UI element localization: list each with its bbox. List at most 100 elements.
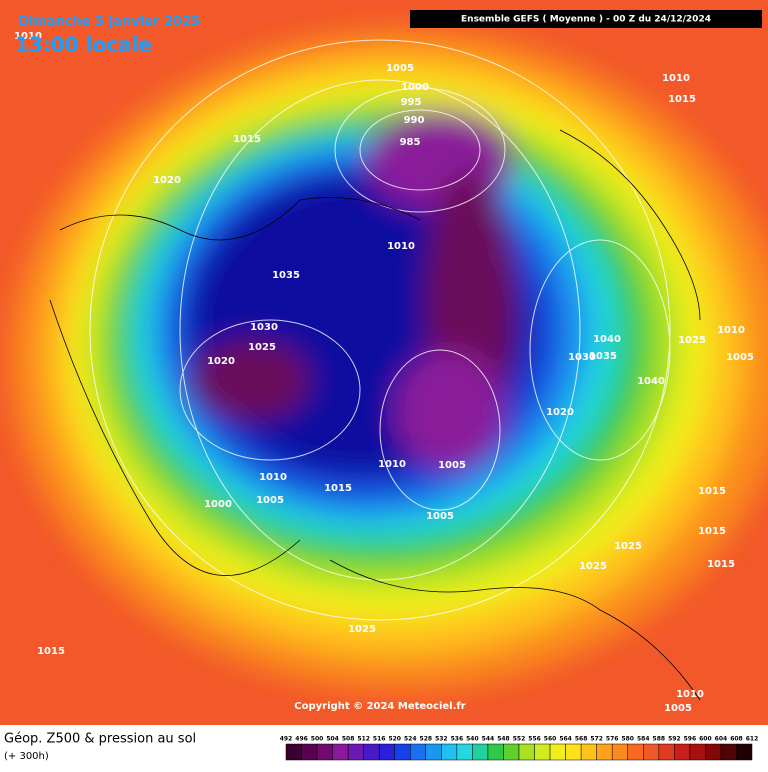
isobar-label: 985 (400, 137, 421, 148)
footer-lead: (+ 300h) (4, 751, 49, 762)
model-info: Ensemble GEFS ( Moyenne ) - 00 Z du 24/1… (461, 15, 711, 25)
scale-swatch (689, 743, 706, 761)
scale-swatch (394, 743, 411, 761)
color-scale: 492 496 500 504 508 512 516 520 524 528 532 536 540 5… (280, 736, 759, 761)
scale-swatch (503, 743, 520, 761)
scale-swatch (410, 743, 427, 761)
scale-label: 520 (388, 736, 401, 743)
isobar-label: 1040 (593, 334, 621, 345)
scale-label: 572 (590, 736, 603, 743)
isobar-label: 1010 (14, 31, 42, 42)
scale-label: 588 (653, 736, 666, 743)
scale-swatch (425, 743, 442, 761)
isobar-label: 1035 (272, 270, 300, 281)
isobar-label: 1040 (637, 376, 665, 387)
isobar-label: 1010 (717, 325, 745, 336)
isobar-label: 995 (401, 97, 422, 108)
scale-label: 612 (746, 736, 759, 743)
scale-swatch (534, 743, 551, 761)
scale-label: 524 (404, 736, 417, 743)
isobar-label: 1010 (662, 73, 690, 84)
scale-swatch (332, 743, 349, 761)
scale-label: 604 (715, 736, 728, 743)
scale-label: 552 (513, 736, 526, 743)
time: 13:00 locale (15, 33, 152, 57)
scale-swatch (378, 743, 395, 761)
scale-swatch (301, 743, 318, 761)
isobar-label: 1005 (386, 63, 414, 74)
isobar-label: 1020 (153, 175, 181, 186)
scale-label: 512 (357, 736, 370, 743)
scale-swatch (441, 743, 458, 761)
scale-label: 532 (435, 736, 448, 743)
geopotential-field (10, 30, 768, 690)
scale-label: 508 (342, 736, 355, 743)
scale-label: 564 (559, 736, 572, 743)
scale-swatch (347, 743, 364, 761)
scale-label: 504 (326, 736, 339, 743)
scale-label: 568 (575, 736, 588, 743)
isobar-label: 1015 (37, 646, 65, 657)
isobar-label: 1025 (579, 561, 607, 572)
isobar-labels: 1005100099599098510151020101010351030102… (14, 31, 754, 714)
isobar-label: 1020 (207, 356, 235, 367)
isobar-label: 1015 (668, 94, 696, 105)
scale-label: 576 (606, 736, 619, 743)
scale-swatch (643, 743, 660, 761)
isobar-label: 1010 (676, 689, 704, 700)
isobar-label: 1025 (248, 342, 276, 353)
scale-swatch (316, 743, 333, 761)
scale-swatch (565, 743, 582, 761)
scale-label: 516 (373, 736, 386, 743)
scale-label: 540 (466, 736, 479, 743)
isobar-label: 1015 (698, 526, 726, 537)
isobar-label: 1010 (259, 472, 287, 483)
scale-label: 528 (420, 736, 433, 743)
footer-title: Géop. Z500 & pression au sol (4, 732, 196, 747)
isobar-label: 1005 (426, 511, 454, 522)
scale-label: 592 (668, 736, 681, 743)
isobar-label: 1015 (233, 134, 261, 145)
model-box (410, 10, 762, 28)
isobar-label: 1025 (348, 624, 376, 635)
scale-label: 544 (482, 736, 495, 743)
scale-label: 600 (699, 736, 712, 743)
scale-label: 608 (730, 736, 743, 743)
isobar-label: 1000 (401, 82, 429, 93)
scale-swatch (705, 743, 722, 761)
scale-label: 556 (528, 736, 541, 743)
scale-swatch (456, 743, 473, 761)
scale-swatch (487, 743, 504, 761)
isobar-label: 1030 (568, 352, 596, 363)
scale-label: 596 (684, 736, 697, 743)
coastlines (49, 129, 701, 701)
date: Dimanche 5 janvier 2025 (18, 15, 200, 30)
scale-swatch (596, 743, 613, 761)
isobar-label: 1005 (726, 352, 754, 363)
scale-label: 560 (544, 736, 557, 743)
isobar-label: 1010 (387, 241, 415, 252)
scale-swatch (658, 743, 675, 761)
scale-swatch (627, 743, 644, 761)
isobar-label: 1015 (707, 559, 735, 570)
scale-label: 548 (497, 736, 510, 743)
scale-swatch (472, 743, 489, 761)
isobar-label: 1005 (664, 703, 692, 714)
scale-swatch (580, 743, 597, 761)
isobar-label: 1025 (614, 541, 642, 552)
scale-swatch (736, 743, 753, 761)
isobar-label: 1005 (256, 495, 284, 506)
isobar-label: 990 (404, 115, 425, 126)
scale-swatch (611, 743, 628, 761)
isobar-label: 1030 (250, 322, 278, 333)
scale-swatch (518, 743, 535, 761)
isobar-label: 1010 (378, 459, 406, 470)
isobar-label: 1005 (438, 460, 466, 471)
scale-swatch (674, 743, 691, 761)
copyright: Copyright © 2024 Meteociel.fr (294, 701, 465, 712)
isobar-label: 1035 (589, 351, 617, 362)
scale-label: 584 (637, 736, 650, 743)
scale-label: 580 (621, 736, 634, 743)
